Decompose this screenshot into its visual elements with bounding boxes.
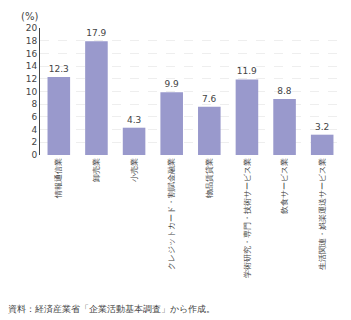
svg-text:9.9: 9.9 xyxy=(164,79,179,89)
svg-text:16: 16 xyxy=(26,49,38,59)
svg-text:クレジットカード・割賦金融業: クレジットカード・割賦金融業 xyxy=(167,158,176,270)
svg-text:2: 2 xyxy=(31,137,37,147)
svg-text:18: 18 xyxy=(26,36,38,46)
svg-text:小売業: 小売業 xyxy=(130,158,139,182)
svg-text:物品賃貸業: 物品賃貸業 xyxy=(205,158,214,198)
svg-text:11.9: 11.9 xyxy=(237,66,257,76)
svg-text:4: 4 xyxy=(31,125,37,135)
svg-text:12: 12 xyxy=(26,74,37,84)
svg-text:17.9: 17.9 xyxy=(86,28,106,38)
svg-text:生活関連・娯楽運送サービス業: 生活関連・娯楽運送サービス業 xyxy=(318,158,327,270)
svg-text:飲食サービス業: 飲食サービス業 xyxy=(280,158,289,214)
svg-text:学術研究・専門・技術サービス業: 学術研究・専門・技術サービス業 xyxy=(243,158,252,278)
svg-text:10: 10 xyxy=(26,87,38,97)
svg-text:資料：経済産業省「企業活動基本調査」から作成。: 資料：経済産業省「企業活動基本調査」から作成。 xyxy=(8,304,215,314)
svg-text:6: 6 xyxy=(31,112,37,122)
svg-text:4.3: 4.3 xyxy=(127,115,141,125)
svg-text:14: 14 xyxy=(26,61,38,71)
svg-text:卸売業: 卸売業 xyxy=(92,158,101,182)
svg-text:20: 20 xyxy=(26,23,38,33)
svg-text:0: 0 xyxy=(31,150,37,160)
svg-text:7.6: 7.6 xyxy=(202,94,217,104)
svg-text:3.2: 3.2 xyxy=(315,122,329,132)
svg-text:(%): (%) xyxy=(21,11,38,22)
svg-text:情報通信業: 情報通信業 xyxy=(54,158,63,199)
svg-text:8: 8 xyxy=(31,99,37,109)
svg-text:8.8: 8.8 xyxy=(277,86,292,96)
svg-text:12.3: 12.3 xyxy=(49,64,69,74)
